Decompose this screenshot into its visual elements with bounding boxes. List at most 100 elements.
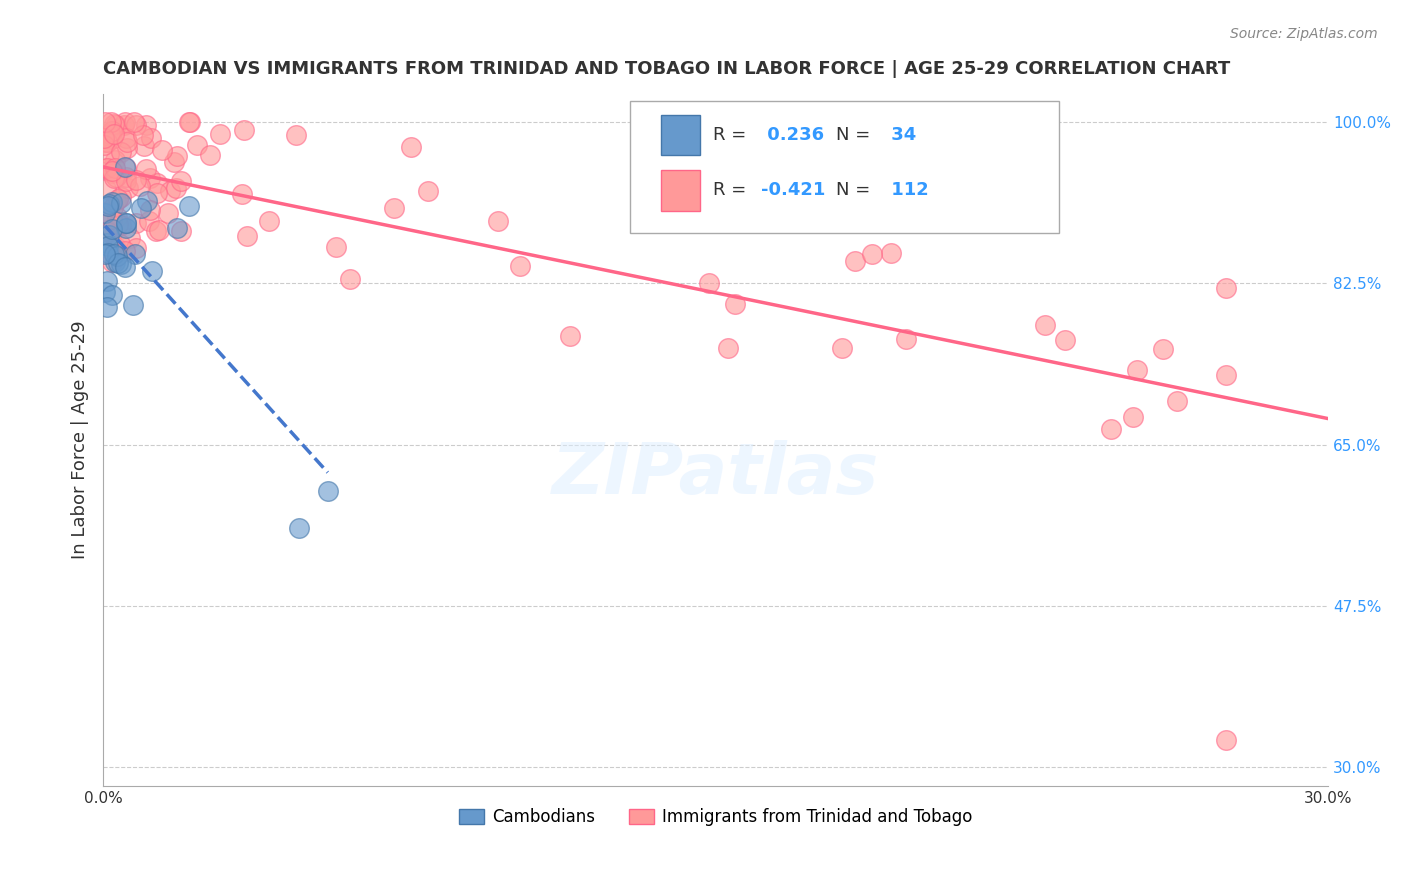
Point [177, 199, 200, 213]
Point [860, 247, 883, 261]
Point [486, 214, 509, 228]
Point [831, 342, 853, 356]
Point [115, 174, 138, 188]
Point [96, 301, 118, 315]
Text: Source: ZipAtlas.com: Source: ZipAtlas.com [1230, 27, 1378, 41]
Point [97, 246, 120, 260]
Point [115, 131, 138, 145]
Point [101, 164, 124, 178]
Point [114, 220, 136, 235]
Point [110, 257, 132, 271]
Point [100, 131, 122, 145]
Point [560, 329, 582, 343]
Point [177, 115, 200, 129]
Point [382, 201, 405, 215]
Point [745, 209, 768, 223]
Point [717, 341, 740, 355]
Point [141, 130, 163, 145]
Point [135, 194, 157, 208]
Point [94, 182, 117, 196]
Point [785, 207, 807, 221]
Point [156, 205, 179, 219]
Point [94, 205, 117, 219]
Point [231, 187, 253, 202]
Point [98, 228, 121, 243]
Point [100, 194, 122, 209]
Point [1099, 422, 1122, 436]
Point [418, 184, 440, 198]
Point [104, 194, 127, 208]
Point [100, 124, 122, 138]
Point [697, 276, 720, 290]
Point [114, 244, 136, 258]
Point [110, 189, 132, 203]
Point [94, 115, 117, 129]
Point [115, 170, 138, 185]
Point [339, 272, 361, 286]
Point [166, 149, 188, 163]
Text: R =: R = [713, 126, 752, 144]
Point [1125, 362, 1147, 376]
Point [166, 221, 188, 235]
Point [110, 236, 132, 251]
Point [104, 170, 127, 185]
Point [96, 161, 118, 175]
Point [110, 196, 132, 211]
Point [101, 254, 124, 268]
Point [284, 128, 307, 142]
Bar [661, 115, 700, 155]
Text: -0.421: -0.421 [761, 181, 825, 199]
Point [101, 165, 124, 179]
Point [93, 130, 115, 145]
Point [1033, 318, 1056, 333]
Point [288, 521, 311, 535]
Point [880, 245, 903, 260]
Text: N =: N = [835, 181, 876, 199]
Point [894, 332, 917, 346]
Point [122, 298, 145, 312]
Point [186, 138, 208, 153]
Point [125, 241, 148, 255]
Point [139, 170, 162, 185]
Point [316, 483, 339, 498]
Point [118, 231, 141, 245]
Point [110, 218, 132, 232]
Point [724, 297, 747, 311]
Point [325, 240, 347, 254]
Point [135, 118, 157, 132]
Point [145, 224, 167, 238]
Point [129, 201, 152, 215]
Point [97, 196, 120, 211]
Point [1122, 410, 1144, 425]
FancyBboxPatch shape [630, 102, 1059, 233]
Point [103, 117, 125, 131]
Point [235, 229, 257, 244]
Point [105, 211, 128, 225]
Point [94, 285, 117, 299]
Point [94, 247, 117, 261]
Point [107, 256, 129, 270]
Point [200, 147, 222, 161]
Point [98, 127, 121, 141]
Y-axis label: In Labor Force | Age 25-29: In Labor Force | Age 25-29 [72, 321, 89, 559]
Text: ZIPatlas: ZIPatlas [553, 440, 879, 509]
Text: CAMBODIAN VS IMMIGRANTS FROM TRINIDAD AND TOBAGO IN LABOR FORCE | AGE 25-29 CORR: CAMBODIAN VS IMMIGRANTS FROM TRINIDAD AN… [103, 60, 1230, 78]
Point [115, 216, 138, 230]
Point [93, 138, 115, 153]
Point [125, 118, 148, 132]
Text: 34: 34 [884, 126, 915, 144]
Point [170, 173, 193, 187]
Point [97, 239, 120, 253]
Point [1215, 732, 1237, 747]
Point [103, 127, 125, 141]
Point [146, 186, 169, 200]
Point [103, 171, 125, 186]
Text: 112: 112 [884, 181, 928, 199]
Point [114, 260, 136, 274]
Point [132, 138, 155, 153]
Point [117, 181, 139, 195]
Point [128, 178, 150, 193]
Point [165, 181, 187, 195]
Point [96, 274, 118, 288]
Point [115, 135, 138, 149]
